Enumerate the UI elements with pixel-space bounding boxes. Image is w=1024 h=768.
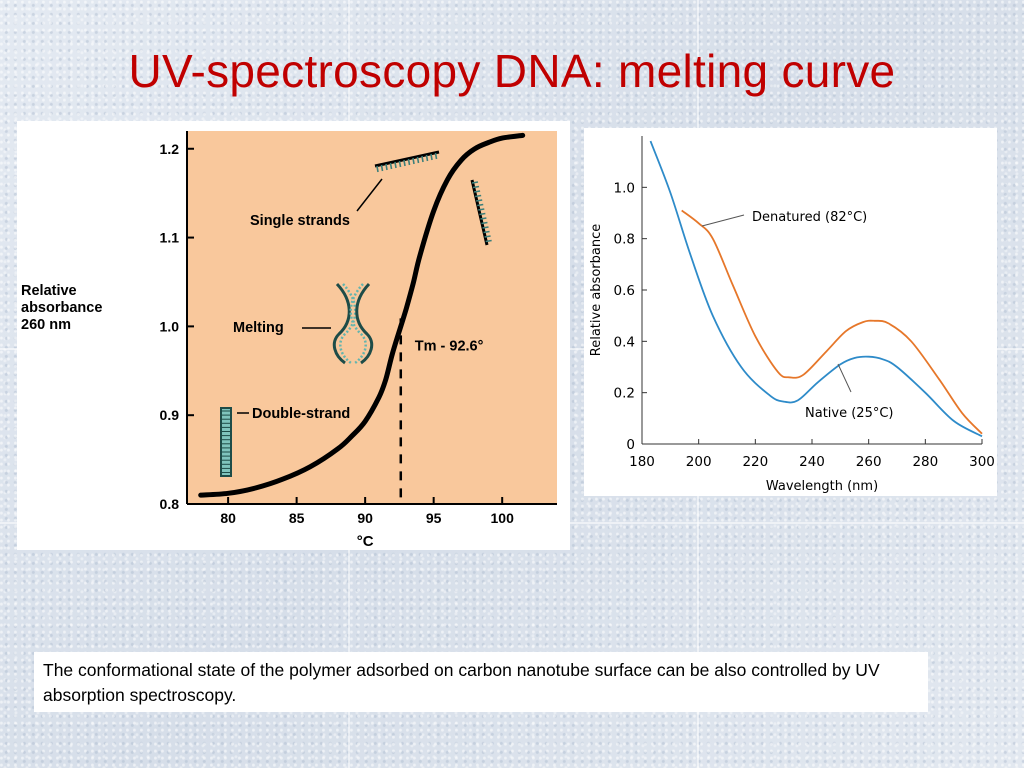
y-tick-label: 1.2	[160, 141, 180, 157]
denatured-series-line	[681, 209, 983, 435]
native-series-line	[649, 140, 983, 438]
single-strand-icon	[374, 150, 492, 246]
x-tick-label: 300	[969, 454, 995, 470]
y-tick-label: 1.0	[614, 180, 635, 196]
y-axis-label: Relative absorbance	[589, 224, 604, 356]
x-axis-label: °C	[357, 533, 374, 550]
y-axis-label-line: 260 nm	[21, 317, 71, 333]
uv-spectrum-panel: 0 0.2 0.4 0.6 0.8 1.0 180 200 220 240 260 280 300 Wa…	[584, 128, 997, 496]
y-axis-label-line: absorbance	[21, 300, 102, 316]
x-axis-label: Wavelength (nm)	[766, 479, 878, 494]
y-tick-label: 0.8	[160, 496, 180, 512]
x-tick-label: 95	[426, 510, 442, 526]
double-strand-icon	[220, 407, 232, 477]
single-strands-label: Single strands	[250, 213, 350, 229]
y-tick-label: 0.9	[160, 407, 180, 423]
x-tick-label: 280	[912, 454, 938, 470]
x-tick-label: 200	[686, 454, 712, 470]
caption-text: The conformational state of the polymer …	[34, 652, 928, 712]
x-tick-label: 240	[799, 454, 825, 470]
y-axis-label-line: Relative	[21, 283, 77, 299]
melting-dna-icon	[332, 282, 374, 365]
x-tick-label: 180	[629, 454, 655, 470]
y-tick-label: 0.8	[614, 232, 635, 248]
plot-background	[187, 131, 557, 504]
x-tick-label: 90	[357, 510, 373, 526]
single-strands-pointer	[356, 178, 383, 212]
y-tick-label: 1.1	[160, 230, 180, 246]
double-strand-label: Double-strand	[252, 406, 350, 422]
y-tick-label: 0.6	[614, 283, 635, 299]
x-tick-label: 100	[491, 510, 515, 526]
y-tick-label: 0.4	[614, 334, 635, 350]
y-tick-label: 0.2	[614, 386, 635, 402]
melting-curve-panel: Relative absorbance 260 nm 0.8 0.9 1.0 1.1 1.2…	[17, 121, 570, 550]
native-label: Native (25°C)	[805, 406, 894, 421]
x-tick-label: 260	[856, 454, 882, 470]
melting-curve-line	[198, 132, 526, 498]
slide-title: UV-spectroscopy DNA: melting curve	[128, 45, 896, 97]
y-tick-label: 0	[626, 437, 635, 453]
x-tick-label: 85	[289, 510, 305, 526]
denatured-pointer	[701, 214, 745, 227]
y-tick-label: 1.0	[160, 318, 180, 334]
x-tick-label: 220	[742, 454, 768, 470]
x-tick-label: 80	[220, 510, 236, 526]
uv-spectrum-chart: 0 0.2 0.4 0.6 0.8 1.0 180 200 220 240 260 280 300 Wa…	[589, 136, 995, 494]
melting-label: Melting	[233, 320, 284, 336]
native-pointer	[837, 363, 852, 393]
denatured-label: Denatured (82°C)	[752, 210, 867, 225]
tm-label: Tm - 92.6°	[415, 338, 484, 354]
